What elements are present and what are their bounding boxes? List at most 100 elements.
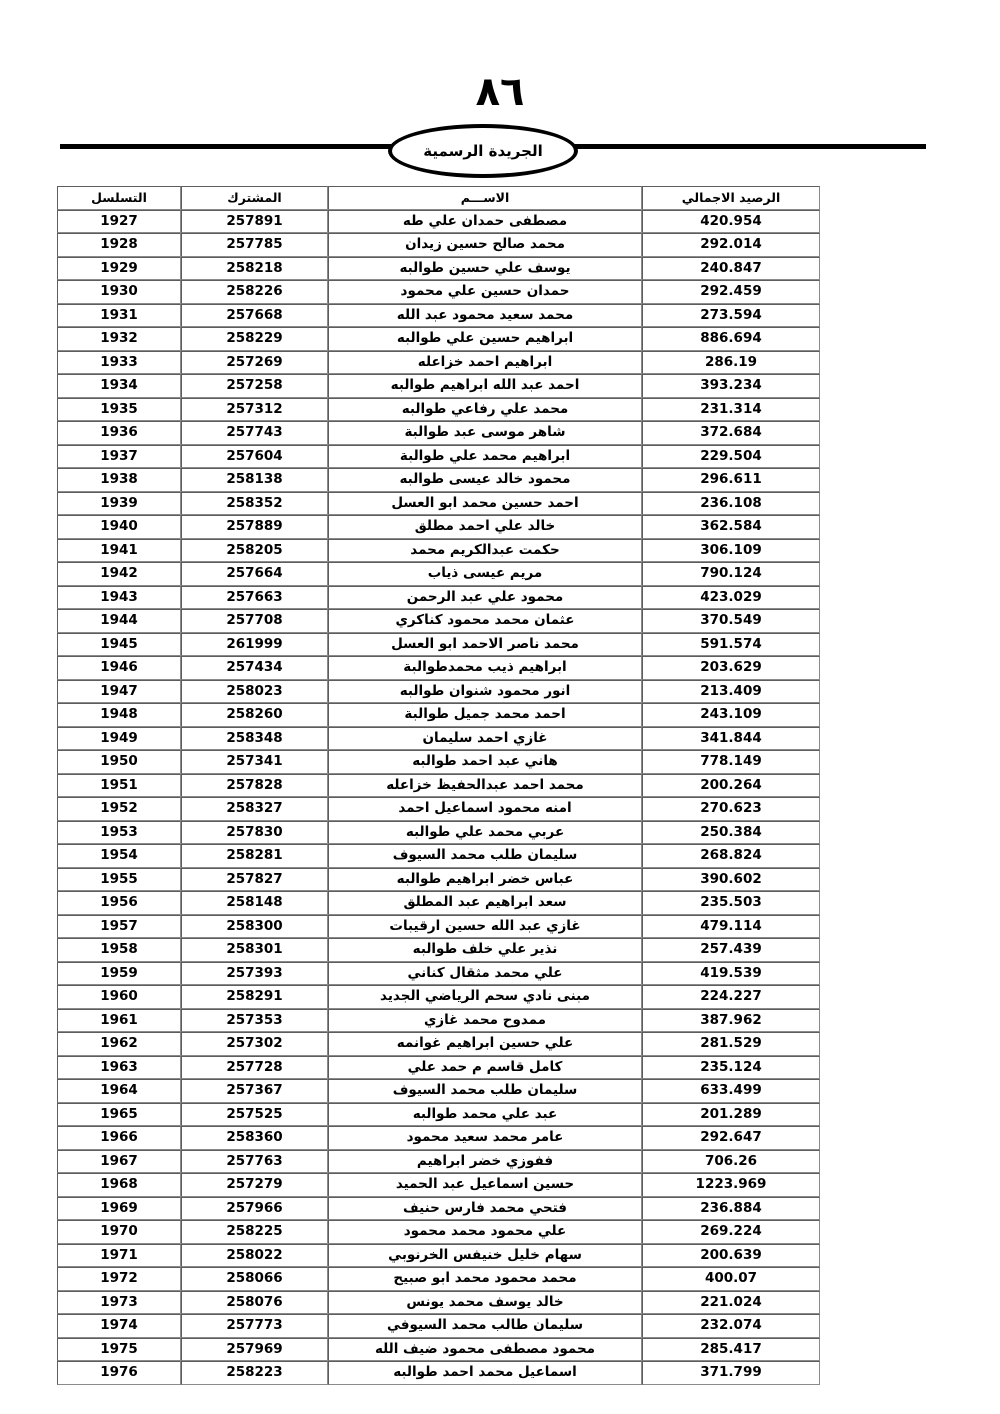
balance-cell: 400.07 — [642, 1267, 820, 1291]
sequence-cell: 1953 — [57, 820, 181, 844]
name-cell: عامر محمد سعيد محمود — [328, 1126, 642, 1150]
balance-cell: 273.594 — [642, 303, 820, 327]
subscriber-cell: 257743 — [181, 421, 328, 445]
name-cell: محمد ناصر الاحمد ابو العسل — [328, 632, 642, 656]
table-row: 285.417 محمود مصطفى محمود ضيف الله 257969 1… — [57, 1337, 820, 1361]
balance-cell: 286.19 — [642, 350, 820, 374]
name-cell: مبنى نادي سحم الرياضي الجديد — [328, 985, 642, 1009]
name-cell: يوسف علي حسين طوالبه — [328, 256, 642, 280]
balance-cell: 362.584 — [642, 515, 820, 539]
masthead-ellipse: الجريدة الرسمية — [388, 124, 578, 178]
sequence-cell: 1928 — [57, 233, 181, 257]
table-row: 419.539 علي محمد مثقال كناني 257393 1959 — [57, 961, 820, 985]
sequence-cell: 1934 — [57, 374, 181, 398]
sequence-cell: 1950 — [57, 750, 181, 774]
subscriber-cell: 257525 — [181, 1102, 328, 1126]
balance-cell: 390.602 — [642, 867, 820, 891]
sequence-cell: 1971 — [57, 1243, 181, 1267]
table-row: 423.029 محمود علي عبد الرحمن 257663 1943 — [57, 585, 820, 609]
name-cell: احمد محمد جميل طوالبة — [328, 703, 642, 727]
name-cell: ففوزي خضر ابراهيم — [328, 1149, 642, 1173]
table-body: 420.954 مصطفى حمدان علي طه 257891 1927 292.0… — [57, 209, 820, 1385]
table-row: 231.314 محمد علي رفاعي طوالبه 257312 1935 — [57, 397, 820, 421]
table-row: 306.109 حكمت عبدالكريم محمد 258205 1941 — [57, 538, 820, 562]
balance-cell: 235.503 — [642, 891, 820, 915]
table-row: 221.024 خالد يوسف محمد يونس 258076 1973 — [57, 1290, 820, 1314]
sequence-cell: 1952 — [57, 797, 181, 821]
sequence-cell: 1960 — [57, 985, 181, 1009]
name-cell: كامل قاسم م حمد علي — [328, 1055, 642, 1079]
table-row: 387.962 ممدوح محمد غازي 257353 1961 — [57, 1008, 820, 1032]
table-row: 235.124 كامل قاسم م حمد علي 257728 1963 — [57, 1055, 820, 1079]
subscriber-cell: 257763 — [181, 1149, 328, 1173]
name-cell: علي حسين ابراهيم غوانمه — [328, 1032, 642, 1056]
column-header-sequence: التسلسل — [57, 186, 181, 210]
subscriber-cell: 257785 — [181, 233, 328, 257]
balance-cell: 281.529 — [642, 1032, 820, 1056]
table-row: 371.799 اسماعيل محمد احمد طوالبه 258223 197… — [57, 1361, 820, 1385]
sequence-cell: 1949 — [57, 726, 181, 750]
table-row: 203.629 ابراهيم ذيب محمدطوالبة 257434 1946 — [57, 656, 820, 680]
name-cell: حمدان حسين علي محمود — [328, 280, 642, 304]
name-cell: سليمان طلب محمد السيوف — [328, 844, 642, 868]
sequence-cell: 1937 — [57, 444, 181, 468]
sequence-cell: 1975 — [57, 1337, 181, 1361]
balance-cell: 231.314 — [642, 397, 820, 421]
sequence-cell: 1943 — [57, 585, 181, 609]
balance-cell: 236.884 — [642, 1196, 820, 1220]
sequence-cell: 1941 — [57, 538, 181, 562]
balance-cell: 269.224 — [642, 1220, 820, 1244]
balance-cell: 419.539 — [642, 961, 820, 985]
name-cell: احمد حسين محمد ابو العسل — [328, 491, 642, 515]
table-header-row: الرصيد الاجمالي الاســـم المشترك التسلسل — [57, 186, 820, 210]
name-cell: خالد يوسف محمد يونس — [328, 1290, 642, 1314]
sequence-cell: 1930 — [57, 280, 181, 304]
name-cell: عربي محمد علي طوالبه — [328, 820, 642, 844]
balance-cell: 268.824 — [642, 844, 820, 868]
balance-cell: 224.227 — [642, 985, 820, 1009]
sequence-cell: 1939 — [57, 491, 181, 515]
table-row: 240.847 يوسف علي حسين طوالبه 258218 1929 — [57, 256, 820, 280]
subscriber-cell: 257827 — [181, 867, 328, 891]
name-cell: محمد صالح حسين زيدان — [328, 233, 642, 257]
name-cell: عباس خضر ابراهيم طوالبه — [328, 867, 642, 891]
subscriber-cell: 258225 — [181, 1220, 328, 1244]
table-row: 200.264 محمد احمد عبدالحفيظ خزاعله 257828 1… — [57, 773, 820, 797]
balance-cell: 706.26 — [642, 1149, 820, 1173]
balance-cell: 1223.969 — [642, 1173, 820, 1197]
balance-cell: 250.384 — [642, 820, 820, 844]
subscriber-cell: 257728 — [181, 1055, 328, 1079]
balance-cell: 790.124 — [642, 562, 820, 586]
sequence-cell: 1957 — [57, 914, 181, 938]
table-row: 243.109 احمد محمد جميل طوالبة 258260 1948 — [57, 703, 820, 727]
table-row: 270.623 امنه محمود اسماعيل احمد 258327 1952 — [57, 797, 820, 821]
table-row: 790.124 مريم عيسى ذياب 257664 1942 — [57, 562, 820, 586]
balance-cell: 292.459 — [642, 280, 820, 304]
table-row: 286.19 ابراهيم احمد خزاعله 257269 1933 — [57, 350, 820, 374]
subscriber-cell: 258223 — [181, 1361, 328, 1385]
balance-cell: 232.074 — [642, 1314, 820, 1338]
table-row: 224.227 مبنى نادي سحم الرياضي الجديد 25829… — [57, 985, 820, 1009]
name-cell: ابراهيم احمد خزاعله — [328, 350, 642, 374]
subscriber-cell: 258138 — [181, 468, 328, 492]
sequence-cell: 1932 — [57, 327, 181, 351]
balance-cell: 296.611 — [642, 468, 820, 492]
name-cell: حسين اسماعيل عبد الحميد — [328, 1173, 642, 1197]
sequence-cell: 1931 — [57, 303, 181, 327]
sequence-cell: 1942 — [57, 562, 181, 586]
sequence-cell: 1966 — [57, 1126, 181, 1150]
name-cell: محمود مصطفى محمود ضيف الله — [328, 1337, 642, 1361]
subscriber-cell: 258148 — [181, 891, 328, 915]
table-row: 269.224 علي محمود محمد محمود 258225 1970 — [57, 1220, 820, 1244]
table-row: 400.07 محمد محمود محمد ابو صبيح 258066 1972 — [57, 1267, 820, 1291]
balance-cell: 200.639 — [642, 1243, 820, 1267]
sequence-cell: 1954 — [57, 844, 181, 868]
subscriber-cell: 257664 — [181, 562, 328, 586]
balance-cell: 292.014 — [642, 233, 820, 257]
table-row: 236.884 فتحي محمد فارس حنيف 257966 1969 — [57, 1196, 820, 1220]
subscriber-cell: 258076 — [181, 1290, 328, 1314]
page-header: ٨٦ الجريدة الرسمية — [0, 0, 1000, 180]
name-cell: انور محمود شنوان طوالبه — [328, 679, 642, 703]
balance-cell: 285.417 — [642, 1337, 820, 1361]
name-cell: ممدوح محمد غازي — [328, 1008, 642, 1032]
